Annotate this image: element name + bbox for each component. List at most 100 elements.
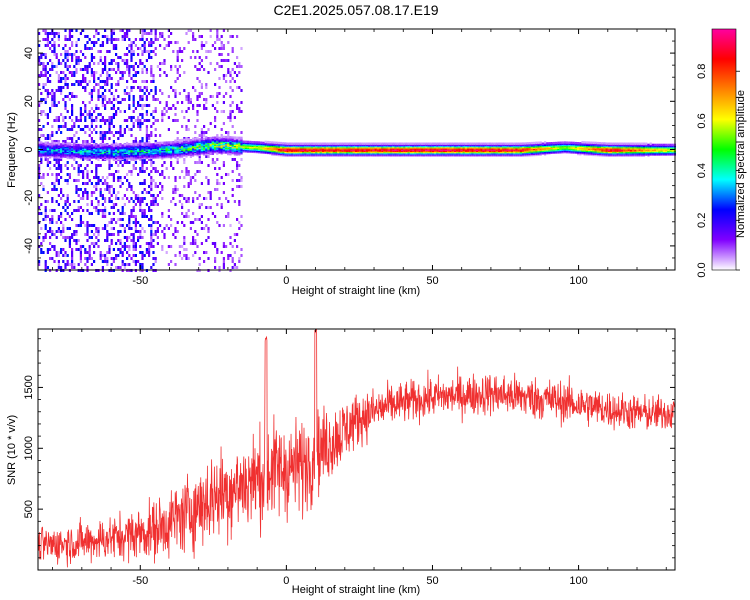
spectrogram-cell bbox=[79, 197, 82, 200]
spectrogram-cell bbox=[130, 170, 133, 173]
spectrogram-cell bbox=[46, 141, 49, 144]
spectrogram-cell bbox=[214, 188, 217, 191]
spectrogram-cell bbox=[112, 125, 115, 128]
spectrogram-cell bbox=[38, 62, 41, 65]
spectrogram-cell bbox=[71, 71, 74, 74]
spectrogram-cell bbox=[64, 101, 67, 104]
spectrogram-cell bbox=[101, 266, 104, 269]
spectrogram-cell bbox=[264, 140, 267, 144]
spectrogram-cell bbox=[117, 153, 120, 156]
spectrogram-cell bbox=[90, 59, 93, 62]
spectrogram-cell bbox=[64, 200, 67, 203]
spectrogram-cell bbox=[123, 98, 126, 101]
spectrogram-cell bbox=[42, 173, 45, 176]
spectrogram-cell bbox=[88, 92, 91, 95]
spectrogram-cell bbox=[255, 149, 258, 152]
spectrogram-cell bbox=[128, 143, 131, 146]
spectrogram-cell bbox=[79, 107, 82, 110]
spectrogram-cell bbox=[159, 101, 162, 104]
spectrogram-cell bbox=[187, 107, 190, 110]
spectrogram-cell bbox=[79, 50, 82, 53]
spectrogram-cell bbox=[200, 151, 203, 154]
spectrogram-cell bbox=[84, 263, 87, 266]
spectrogram-cells bbox=[38, 29, 676, 272]
spectrogram-cell bbox=[123, 227, 126, 230]
spectrogram-cell bbox=[90, 140, 93, 143]
spectrogram-cell bbox=[64, 38, 67, 41]
spectrogram-cell bbox=[77, 164, 80, 167]
spectrogram-cell bbox=[209, 138, 212, 141]
spectrogram-cell bbox=[99, 148, 102, 151]
spectrogram-cell bbox=[126, 35, 129, 38]
spectrogram-cell bbox=[176, 59, 179, 62]
spectrogram-cell bbox=[539, 153, 542, 156]
spectrogram-cell bbox=[137, 230, 140, 233]
spectrogram-cell bbox=[139, 122, 142, 125]
spectrogram-cell bbox=[442, 146, 445, 149]
spectrogram-cell bbox=[233, 71, 236, 74]
spectrogram-cell bbox=[86, 191, 89, 194]
spectrogram-cell bbox=[209, 197, 212, 200]
spectrogram-cell bbox=[515, 142, 518, 145]
spectrogram-cell bbox=[68, 242, 71, 245]
spectrogram-cell bbox=[51, 233, 54, 236]
spectrogram-cell bbox=[82, 170, 85, 173]
spectrogram-cell bbox=[93, 149, 96, 152]
spectrogram-cell bbox=[49, 257, 52, 260]
spectrogram-cell bbox=[95, 227, 98, 230]
spectrogram-cell bbox=[326, 152, 329, 155]
spectrogram-cell bbox=[200, 35, 203, 38]
spectrogram-cell bbox=[148, 44, 151, 47]
spectrogram-cell bbox=[46, 215, 49, 218]
spectrogram-cell bbox=[350, 152, 353, 155]
spectrogram-cell bbox=[183, 248, 186, 251]
spectrogram-cell bbox=[38, 236, 41, 239]
spectrogram-cell bbox=[115, 131, 118, 134]
spectrogram-cell bbox=[148, 156, 151, 159]
spectrogram-cell bbox=[62, 254, 65, 257]
spectrogram-cell bbox=[51, 142, 54, 146]
spectrogram-cell bbox=[134, 248, 137, 251]
spectrogram-cell bbox=[134, 203, 137, 206]
spectrogram-cell bbox=[82, 101, 85, 104]
spectrogram-cell bbox=[181, 50, 184, 53]
spectrogram-cell bbox=[376, 146, 379, 149]
spectrogram-cell bbox=[90, 125, 93, 128]
spectrogram-cell bbox=[71, 59, 74, 62]
spectrogram-cell bbox=[126, 236, 129, 239]
spectrogram-cell bbox=[293, 142, 296, 145]
spectrogram-cell bbox=[104, 197, 107, 200]
spectrogram-cell bbox=[77, 62, 80, 65]
spectrogram-cell bbox=[75, 140, 78, 143]
spectrogram-cell bbox=[218, 47, 221, 50]
spectrogram-cell bbox=[170, 143, 173, 146]
spectrogram-cell bbox=[165, 104, 168, 107]
spectrogram-cell bbox=[64, 53, 67, 56]
spectrogram-cell bbox=[502, 146, 505, 149]
spectrogram-cell bbox=[55, 71, 58, 74]
spectrogram-cell bbox=[93, 185, 96, 188]
spectrogram-cell bbox=[145, 110, 148, 113]
spectrogram-cell bbox=[62, 119, 65, 122]
spectrogram-cell bbox=[73, 263, 76, 266]
spectrogram-cell bbox=[150, 154, 153, 157]
spectrogram-cell bbox=[187, 128, 190, 131]
spectrogram-cell bbox=[172, 119, 175, 122]
spectrogram-cell bbox=[176, 150, 179, 153]
spectrogram-cell bbox=[101, 150, 104, 153]
spectrogram-cell bbox=[130, 116, 133, 119]
spectrogram-cell bbox=[139, 197, 142, 200]
spectrogram-cell bbox=[128, 98, 131, 101]
spectrogram-cell bbox=[141, 68, 144, 71]
spectrogram-cell bbox=[104, 59, 107, 62]
spectrogram-cell bbox=[214, 125, 217, 128]
spectrogram-cell bbox=[95, 206, 98, 209]
spectrogram-cell bbox=[104, 239, 107, 242]
spectrogram-cell bbox=[101, 98, 104, 101]
spectrogram-cell bbox=[141, 227, 144, 230]
spectrogram-cell bbox=[84, 68, 87, 71]
spectrogram-cell bbox=[154, 47, 157, 50]
spectrogram-cell bbox=[132, 260, 135, 263]
spectrogram-cell bbox=[97, 182, 100, 185]
spectrogram-cell bbox=[203, 107, 206, 110]
